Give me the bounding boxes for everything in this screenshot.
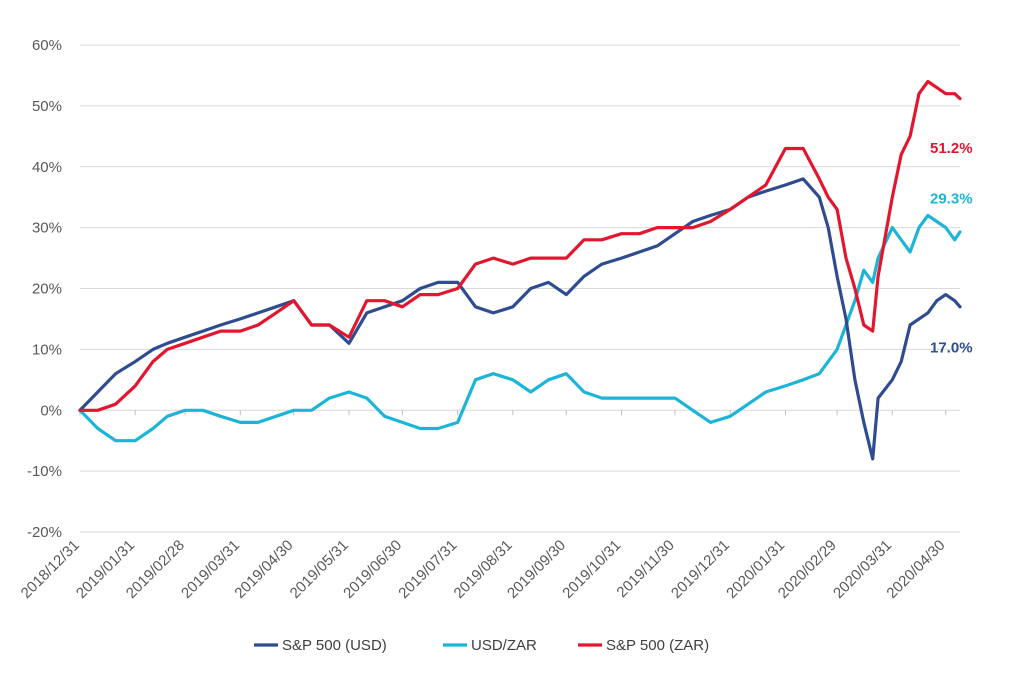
gridlines <box>80 44 960 533</box>
x-tick-label: 2019/10/31 <box>559 537 624 602</box>
y-tick-label: 20% <box>32 281 62 298</box>
legend: S&P 500 (USD) USD/ZAR S&P 500 (ZAR) <box>254 637 709 654</box>
x-tick-label: 2018/12/31 <box>18 537 83 602</box>
series-line-2 <box>78 79 962 412</box>
series-line-1 <box>78 213 962 443</box>
y-axis: 60% 50% 40% 30% 20% 10% 0% -10% -20% <box>27 37 62 541</box>
end-value-label: 29.3% <box>930 190 973 207</box>
x-tick-label: 2019/04/30 <box>231 537 296 602</box>
x-tick-label: 2019/06/30 <box>340 537 405 602</box>
y-tick-label: 10% <box>32 341 62 358</box>
y-tick-label: -20% <box>27 524 62 541</box>
end-labels: 51.2% 29.3% 17.0% <box>930 140 973 357</box>
legend-label: USD/ZAR <box>471 637 537 654</box>
y-tick-label: 0% <box>40 402 62 419</box>
legend-label: S&P 500 (USD) <box>282 637 387 654</box>
legend-label: S&P 500 (ZAR) <box>606 637 709 654</box>
x-tick-label: 2019/12/31 <box>668 537 733 602</box>
end-value-label: 17.0% <box>930 339 973 356</box>
y-tick-label: 50% <box>32 98 62 115</box>
y-tick-label: 40% <box>32 159 62 176</box>
x-tick-label: 2020/04/30 <box>883 537 948 602</box>
x-axis: 2018/12/312019/01/312019/02/282019/03/31… <box>18 410 949 602</box>
series-line-0 <box>78 177 962 461</box>
y-tick-label: 60% <box>32 37 62 54</box>
y-tick-label: -10% <box>27 463 62 480</box>
end-value-label: 51.2% <box>930 140 973 157</box>
x-tick-label: 2019/09/30 <box>504 537 569 602</box>
series-lines <box>78 79 962 461</box>
x-tick-label: 2019/07/31 <box>395 537 460 602</box>
y-tick-label: 30% <box>32 220 62 237</box>
